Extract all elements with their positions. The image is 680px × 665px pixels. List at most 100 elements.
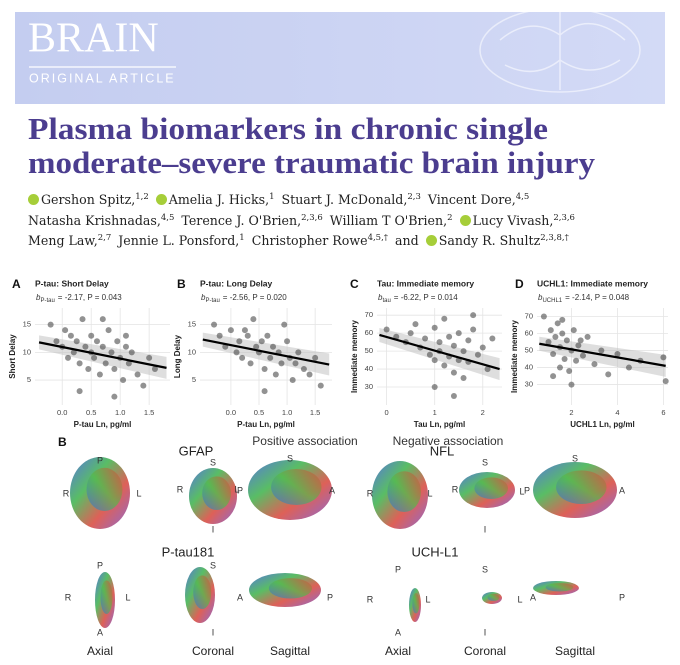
y-tick-label: 60 xyxy=(365,328,373,337)
orientation-label: P xyxy=(619,592,625,602)
y-axis-label: Long Delay xyxy=(173,334,182,378)
stat-text: = -6.22, P = 0.014 xyxy=(394,293,458,302)
data-point xyxy=(82,343,89,350)
affiliation: 4,5 xyxy=(515,192,530,202)
panel-letter: A xyxy=(12,277,21,291)
data-point xyxy=(470,326,477,333)
y-tick-label: 30 xyxy=(525,380,533,389)
x-axis-label: P-tau Ln, pg/ml xyxy=(74,420,132,429)
data-point xyxy=(566,367,573,374)
x-tick-label: 1 xyxy=(433,408,437,417)
data-point xyxy=(281,321,288,328)
data-point xyxy=(76,360,83,367)
data-point xyxy=(441,315,448,322)
orientation-label: I xyxy=(484,524,487,534)
y-tick-label: 50 xyxy=(365,346,373,355)
data-point xyxy=(455,330,462,337)
data-point xyxy=(559,330,566,337)
data-point xyxy=(470,312,477,319)
data-point xyxy=(547,327,554,334)
data-point xyxy=(134,371,141,378)
panel-letter: B xyxy=(177,277,186,291)
y-tick-label: 70 xyxy=(365,310,373,319)
x-tick-label: 4 xyxy=(615,408,619,417)
stat-text: = -2.14, P = 0.048 xyxy=(565,293,629,302)
data-point xyxy=(383,326,390,333)
author-name: Meng Law xyxy=(28,233,94,249)
affiliation: 4,5,† xyxy=(367,233,389,244)
data-point xyxy=(267,354,274,361)
author-separator: , xyxy=(511,192,516,207)
stat-subscript: P-tau xyxy=(205,298,219,304)
data-point xyxy=(270,343,277,350)
author-name: Stuart J. McDonald xyxy=(281,192,404,207)
stat-subscript: tau xyxy=(382,298,390,304)
data-point xyxy=(431,324,438,331)
affiliation: 1 xyxy=(239,233,245,244)
data-point xyxy=(426,351,433,358)
x-tick-label: 0.0 xyxy=(57,408,67,417)
data-point xyxy=(236,338,243,345)
data-point xyxy=(605,371,612,378)
brain-panels: B Positive association Axial Coronal Sagitta… xyxy=(58,435,625,658)
data-point xyxy=(295,349,302,356)
data-point xyxy=(436,339,443,346)
data-point xyxy=(598,347,605,354)
data-point xyxy=(450,369,457,376)
view-name: Sagittal xyxy=(270,644,310,658)
y-axis-label: Immediate memory xyxy=(350,319,359,392)
y-tick-label: 5 xyxy=(192,375,196,384)
orientation-label: R xyxy=(65,592,72,602)
author: Natasha Krishnadas,4,5 xyxy=(28,213,174,228)
data-point xyxy=(317,382,324,389)
orientation-label: A xyxy=(395,627,401,637)
data-point xyxy=(53,338,60,345)
view-name: Sagittal xyxy=(555,644,595,658)
data-point xyxy=(591,361,598,368)
orientation-label: S xyxy=(572,453,578,463)
panel-stat: bP-tau = -2.56, P = 0.020 xyxy=(201,293,287,303)
author-separator: , xyxy=(235,233,240,249)
y-tick-label: 10 xyxy=(23,347,31,356)
author-name: Terence J. O'Brien xyxy=(181,212,298,228)
orientation-label: L xyxy=(427,488,432,498)
data-point xyxy=(568,381,575,388)
y-axis-label: Short Delay xyxy=(8,334,17,379)
x-tick-label: 0.0 xyxy=(226,408,236,417)
header-brain-art xyxy=(479,7,641,93)
data-point xyxy=(484,366,491,373)
data-point xyxy=(312,354,319,361)
author-name: Lucy Vivash xyxy=(472,212,550,228)
orientation-label: L xyxy=(425,594,430,604)
data-point xyxy=(62,327,69,334)
x-tick-label: 0 xyxy=(385,408,389,417)
orientation-label: S xyxy=(482,457,488,467)
orientation-label: R xyxy=(177,484,184,494)
view-name: Coronal xyxy=(192,644,234,658)
stat-subscript: P-tau xyxy=(40,298,54,304)
data-point xyxy=(474,351,481,358)
author-separator: , xyxy=(403,192,408,207)
x-tick-label: 1.5 xyxy=(144,408,154,417)
y-tick-label: 70 xyxy=(525,311,533,320)
orientation-label: S xyxy=(287,453,293,463)
tract-image xyxy=(100,580,113,614)
data-point xyxy=(573,357,580,364)
orcid-icon xyxy=(28,194,39,205)
author-name: Christopher Rowe xyxy=(251,233,368,249)
data-point xyxy=(575,342,582,349)
stat-symbol: b xyxy=(36,293,41,302)
data-point xyxy=(258,338,265,345)
article-type: ORIGINAL ARTICLE xyxy=(29,71,176,85)
data-point xyxy=(431,384,438,391)
affiliation: 2,3,6 xyxy=(301,212,323,223)
confidence-band xyxy=(39,335,167,379)
data-point xyxy=(122,332,129,339)
y-tick-label: 50 xyxy=(525,346,533,355)
tract-image xyxy=(193,575,212,609)
data-point xyxy=(65,354,72,361)
data-point xyxy=(111,365,118,372)
data-point xyxy=(559,316,566,323)
tract-image xyxy=(487,593,500,602)
author: Terence J. O'Brien,2,3,6 xyxy=(181,213,322,228)
